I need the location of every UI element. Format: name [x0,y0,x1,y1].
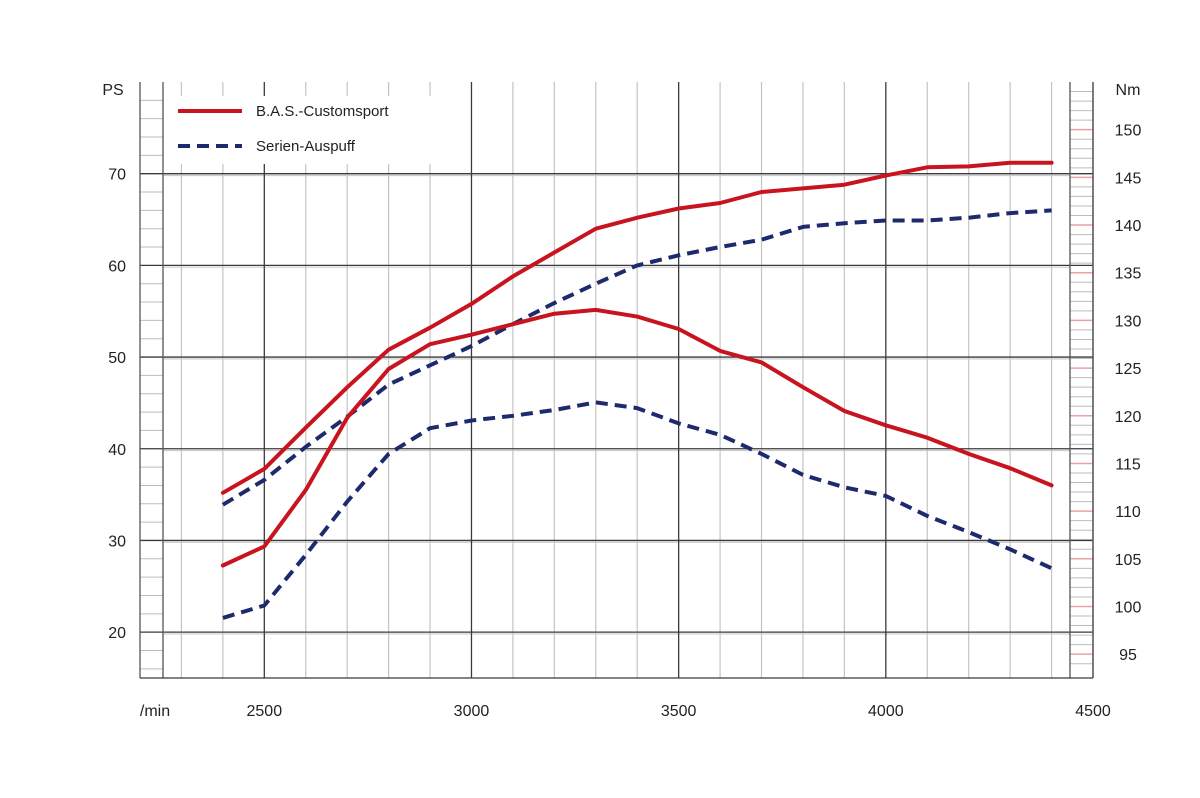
y-right-tick-label: 145 [1115,170,1142,187]
y-right-tick-label: 140 [1115,218,1142,235]
y-right-tick-label: 105 [1115,552,1142,569]
series-line-custom-torque [220,307,1054,568]
x-tick-label: 3000 [454,703,490,720]
y-right-tick-label: 130 [1115,313,1142,330]
left-axis-unit: PS [102,82,123,99]
right-axis-unit: Nm [1116,82,1141,99]
legend: B.A.S.-Customsport Serien-Auspuff [170,96,432,164]
series-line-serien-power [221,208,1052,507]
axis-labels: PS Nm /min 20 30 40 50 60 70 95 100 105 110 115 120… [102,82,1141,720]
grid [140,82,1094,678]
y-left-tick-label: 70 [108,167,126,184]
x-tick-label: 4000 [868,703,904,720]
series-line-serien-torque [222,400,1053,620]
series-group [220,160,1054,620]
y-left-tick-label: 40 [108,442,126,459]
y-right-tick-label: 125 [1115,361,1142,378]
legend-background [170,96,432,164]
x-axis-unit: /min [140,703,170,720]
y-right-tick-label: 120 [1115,409,1142,426]
series-line-custom-power [220,160,1054,495]
y-right-tick-label: 110 [1115,504,1141,521]
x-tick-label: 2500 [247,703,283,720]
y-left-tick-label: 60 [108,258,126,275]
y-right-tick-label: 115 [1115,456,1141,473]
legend-label-custom: B.A.S.-Customsport [256,103,389,120]
y-right-tick-label: 100 [1115,599,1142,616]
y-left-tick-label: 20 [108,625,126,642]
y-right-tick-label: 135 [1115,266,1142,283]
y-right-tick-label: 150 [1115,123,1142,140]
x-tick-label: 3500 [661,703,697,720]
plot-frame [139,82,1094,679]
legend-label-serien: Serien-Auspuff [256,138,356,155]
y-right-tick-label: 95 [1119,647,1137,664]
y-left-tick-label: 30 [108,533,126,550]
y-left-tick-label: 50 [108,350,126,367]
x-tick-label: 4500 [1075,703,1111,720]
